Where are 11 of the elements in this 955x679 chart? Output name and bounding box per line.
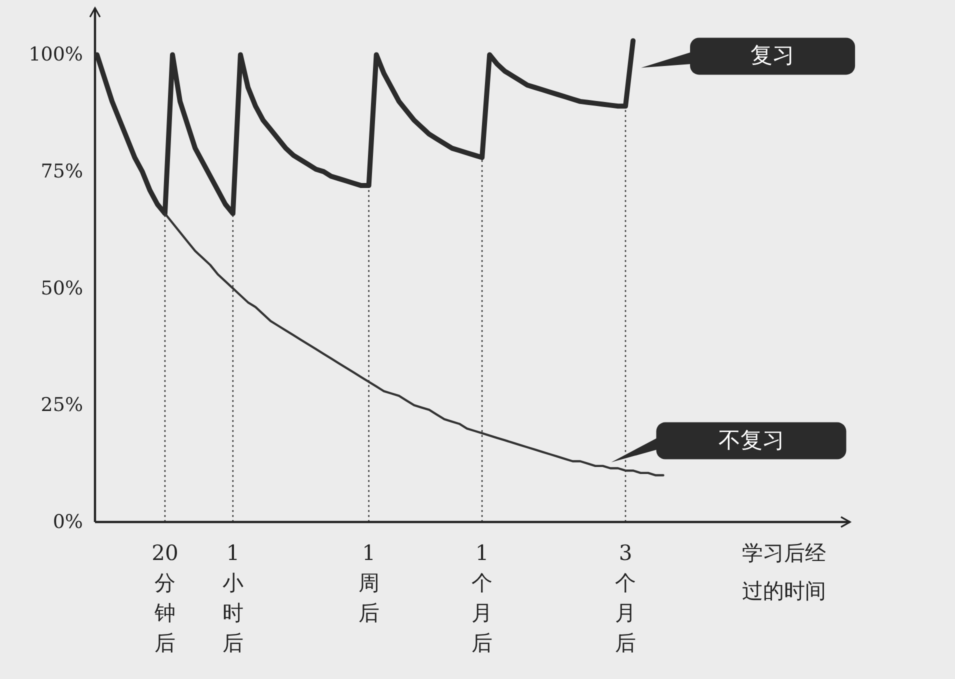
y-tick-label: 0% bbox=[52, 511, 83, 533]
x-tick-label: 1小时后 bbox=[222, 541, 244, 655]
x-tick-label: 1个月后 bbox=[472, 541, 493, 655]
y-tick-label: 75% bbox=[40, 160, 83, 183]
x-tick-label: 20分钟后 bbox=[152, 541, 178, 655]
y-tick-label: 100% bbox=[28, 44, 83, 66]
x-axis-title: 学习后经过的时间 bbox=[742, 541, 826, 603]
x-tick-label: 1周后 bbox=[358, 541, 380, 625]
x-tick-label: 3个月后 bbox=[615, 541, 636, 655]
y-tick-label: 25% bbox=[40, 394, 83, 416]
y-tick-label: 50% bbox=[40, 277, 83, 300]
